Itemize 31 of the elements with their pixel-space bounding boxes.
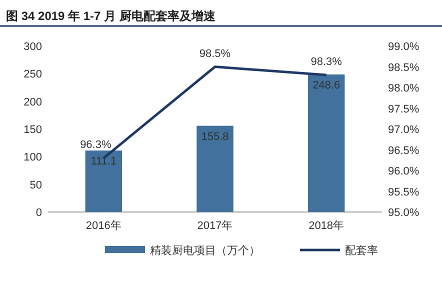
bar bbox=[85, 150, 122, 212]
y-tick-label: 300 bbox=[24, 41, 42, 53]
y2-tick-label: 95.5% bbox=[388, 186, 420, 198]
data-label: 98.5% bbox=[199, 48, 231, 60]
y2-tick-label: 97.0% bbox=[388, 124, 420, 136]
y-tick-label: 250 bbox=[24, 68, 42, 81]
y-tick-label: 0 bbox=[36, 207, 42, 219]
y2-tick-label: 99.0% bbox=[388, 41, 420, 53]
data-label: 96.3% bbox=[80, 139, 112, 152]
data-label: 98.3% bbox=[310, 56, 342, 68]
data-label: 155.8 bbox=[201, 130, 229, 143]
y-tick-label: 200 bbox=[24, 96, 42, 108]
chart-title: 图 34 2019 年 1-7 月 厨电配套率及增速 bbox=[6, 9, 216, 23]
y-tick-label: 100 bbox=[24, 152, 42, 164]
y2-tick-label: 98.5% bbox=[388, 62, 420, 74]
y-tick-label: 150 bbox=[24, 124, 42, 136]
data-label: 248.6 bbox=[312, 79, 340, 92]
y2-tick-label: 96.5% bbox=[388, 144, 420, 157]
legend-label: 精装厨电项目（万个） bbox=[150, 244, 260, 257]
y2-tick-label: 96.0% bbox=[388, 166, 420, 178]
x-tick-label: 2018年 bbox=[308, 220, 344, 232]
bar bbox=[196, 126, 234, 212]
bar bbox=[308, 74, 345, 212]
y2-tick-label: 97.5% bbox=[388, 103, 420, 116]
data-label: 111.1 bbox=[90, 156, 117, 168]
x-tick-label: 2016年 bbox=[86, 220, 122, 232]
y2-tick-label: 95.0% bbox=[388, 207, 420, 219]
x-tick-label: 2017年 bbox=[197, 220, 233, 232]
y2-tick-label: 98.0% bbox=[388, 82, 420, 94]
legend-label: 配套率 bbox=[345, 244, 378, 257]
y-tick-label: 50 bbox=[30, 179, 42, 192]
